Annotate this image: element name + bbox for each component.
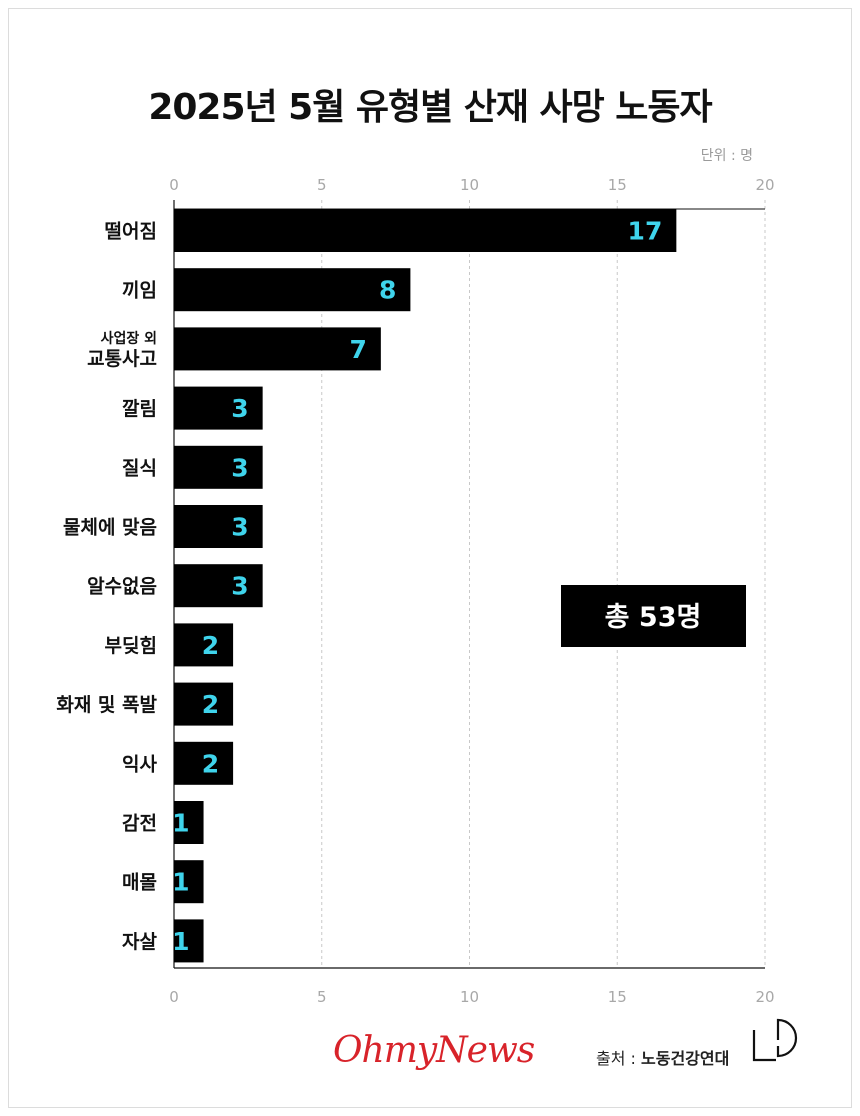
bar bbox=[174, 623, 234, 667]
category-label: 감전 bbox=[122, 813, 157, 835]
category-label: 매몰 bbox=[122, 872, 157, 894]
bar bbox=[174, 505, 263, 548]
bar bbox=[174, 268, 411, 312]
bar-value-label: 17 bbox=[628, 217, 663, 246]
bar bbox=[174, 327, 381, 371]
bar-value-label: 8 bbox=[379, 276, 396, 305]
category-label: 물체에 맞음 bbox=[63, 517, 157, 539]
bar-value-label: 2 bbox=[202, 631, 219, 660]
total-annotation: 총 53명 bbox=[605, 602, 702, 633]
bar-value-label: 7 bbox=[349, 335, 366, 364]
bar-value-label: 1 bbox=[172, 927, 189, 956]
bar-value-label: 1 bbox=[172, 809, 189, 838]
category-label: 질식 bbox=[122, 457, 157, 479]
x-tick-label-top: 0 bbox=[169, 176, 179, 194]
bar-value-label: 3 bbox=[231, 453, 248, 482]
category-label: 익사 bbox=[122, 753, 157, 775]
category-label: 화재 및 폭발 bbox=[56, 694, 157, 716]
bar bbox=[174, 386, 263, 430]
bar-value-label: 2 bbox=[202, 749, 219, 778]
category-label: 깔림 bbox=[122, 398, 157, 420]
bar-value-label: 3 bbox=[231, 394, 248, 423]
x-tick-label-bottom: 20 bbox=[755, 988, 774, 1006]
source-name: 노동건강연대 bbox=[641, 1049, 730, 1068]
x-tick-label-bottom: 10 bbox=[460, 988, 479, 1006]
source-brand-icon bbox=[752, 1018, 798, 1062]
bar-value-label: 2 bbox=[202, 690, 219, 719]
category-label-line1: 사업장 외 bbox=[101, 330, 157, 347]
x-tick-label-bottom: 5 bbox=[317, 988, 327, 1006]
category-label: 알수없음 bbox=[87, 576, 157, 598]
bar bbox=[174, 564, 263, 608]
bar bbox=[174, 209, 677, 252]
source-credit: 출처 : 노동건강연대 bbox=[596, 1045, 729, 1069]
bar bbox=[174, 741, 234, 785]
category-label: 부딪힘 bbox=[105, 635, 157, 657]
bar bbox=[174, 919, 204, 963]
category-label: 끼임 bbox=[122, 280, 157, 302]
bar-value-label: 1 bbox=[172, 868, 189, 897]
bar bbox=[174, 682, 234, 726]
x-tick-label-top: 10 bbox=[460, 176, 479, 194]
source-label: 출처 : bbox=[596, 1049, 636, 1068]
chart-frame bbox=[8, 8, 852, 1108]
x-tick-label-top: 5 bbox=[317, 176, 327, 194]
category-label: 떨어짐 bbox=[105, 221, 157, 243]
bar bbox=[174, 860, 204, 904]
ohmynews-logo: OhmyNews bbox=[333, 1030, 535, 1071]
category-label: 자살 bbox=[122, 931, 157, 953]
bar bbox=[174, 801, 204, 844]
x-tick-label-bottom: 0 bbox=[169, 988, 179, 1006]
x-tick-label-bottom: 15 bbox=[608, 988, 627, 1006]
bar-value-label: 3 bbox=[231, 513, 248, 542]
x-tick-label-top: 15 bbox=[608, 176, 627, 194]
category-label-line2: 교통사고 bbox=[87, 348, 157, 370]
chart-title: 2025년 5월 유형별 산재 사망 노동자 bbox=[148, 87, 712, 128]
bar bbox=[174, 445, 263, 489]
x-tick-label-top: 20 bbox=[755, 176, 774, 194]
unit-label: 단위 : 명 bbox=[700, 148, 753, 164]
bar-value-label: 3 bbox=[231, 572, 248, 601]
total-box bbox=[561, 585, 746, 647]
